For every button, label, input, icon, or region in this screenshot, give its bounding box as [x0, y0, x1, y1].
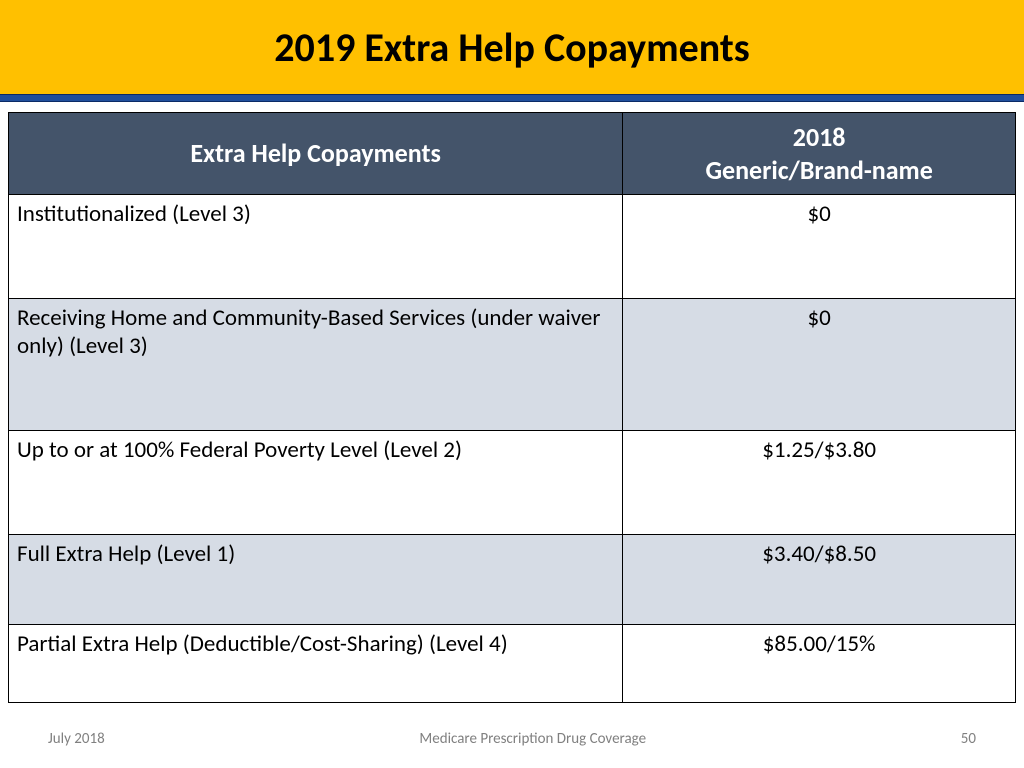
footer-title: Medicare Prescription Drug Coverage: [419, 730, 646, 748]
slide-footer: July 2018 Medicare Prescription Drug Cov…: [0, 730, 1024, 748]
table-row: Full Extra Help (Level 1) $3.40/$8.50: [9, 535, 1016, 625]
cell-value: $1.25/$3.80: [623, 431, 1016, 535]
copayments-table-wrap: Extra Help Copayments 2018Generic/Brand-…: [0, 102, 1024, 703]
cell-value: $85.00/15%: [623, 625, 1016, 703]
table-row: Receiving Home and Community-Based Servi…: [9, 299, 1016, 431]
table-header-row: Extra Help Copayments 2018Generic/Brand-…: [9, 113, 1016, 195]
cell-value: $3.40/$8.50: [623, 535, 1016, 625]
cell-value: $0: [623, 195, 1016, 299]
table-row: Institutionalized (Level 3) $0: [9, 195, 1016, 299]
col-header-value: 2018Generic/Brand-name: [623, 113, 1016, 195]
page-title: 2019 Extra Help Copayments: [274, 23, 749, 72]
copayments-table: Extra Help Copayments 2018Generic/Brand-…: [8, 112, 1016, 703]
cell-description: Up to or at 100% Federal Poverty Level (…: [9, 431, 623, 535]
footer-page-number: 50: [961, 730, 976, 748]
table-row: Up to or at 100% Federal Poverty Level (…: [9, 431, 1016, 535]
cell-description: Institutionalized (Level 3): [9, 195, 623, 299]
col-header-description: Extra Help Copayments: [9, 113, 623, 195]
cell-description: Full Extra Help (Level 1): [9, 535, 623, 625]
title-band: 2019 Extra Help Copayments: [0, 0, 1024, 94]
cell-description: Partial Extra Help (Deductible/Cost-Shar…: [9, 625, 623, 703]
table-row: Partial Extra Help (Deductible/Cost-Shar…: [9, 625, 1016, 703]
footer-date: July 2018: [48, 730, 105, 748]
cell-value: $0: [623, 299, 1016, 431]
accent-stripe: [0, 94, 1024, 102]
cell-description: Receiving Home and Community-Based Servi…: [9, 299, 623, 431]
